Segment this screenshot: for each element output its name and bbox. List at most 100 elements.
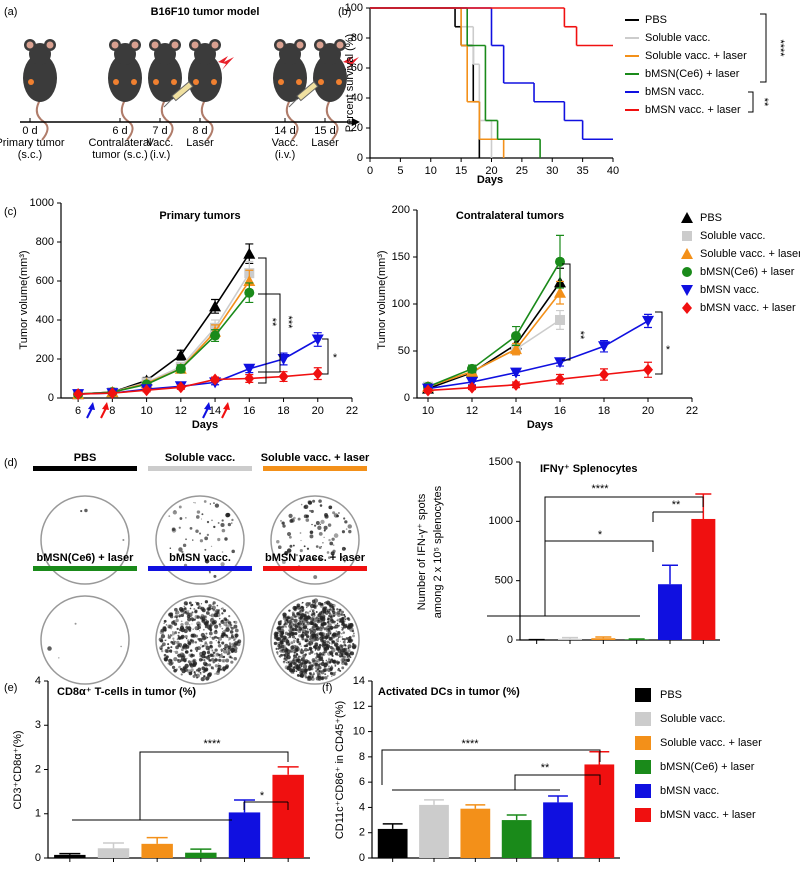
spot — [310, 617, 315, 622]
spot — [158, 637, 163, 642]
spot — [213, 525, 216, 529]
spot — [301, 606, 305, 609]
dose-arrowhead — [102, 402, 109, 410]
tumor — [296, 79, 302, 85]
spot — [219, 625, 222, 628]
spot — [301, 676, 304, 678]
timeline-arrow — [352, 118, 360, 126]
spot — [348, 638, 352, 642]
tumor — [28, 79, 34, 85]
marker — [209, 300, 222, 312]
bar — [272, 774, 304, 858]
spot — [332, 544, 335, 546]
spot — [304, 674, 307, 678]
spot — [299, 549, 303, 553]
significance-bracket — [760, 13, 767, 83]
y-tick-label: 200 — [392, 204, 410, 216]
spot — [298, 619, 300, 621]
spot — [215, 640, 217, 642]
spot — [291, 631, 296, 636]
spot — [205, 655, 211, 660]
spot — [176, 638, 179, 640]
spot — [182, 645, 185, 649]
spot — [319, 504, 323, 507]
spot — [178, 635, 182, 640]
spot — [305, 514, 309, 518]
y-tick-label: 1000 — [30, 197, 54, 209]
spot — [221, 656, 223, 658]
y-tick-label: 2 — [35, 763, 41, 775]
significance-bracket — [545, 540, 654, 552]
spot — [297, 655, 301, 658]
spot — [297, 625, 301, 629]
y-tick-label: 10 — [353, 725, 365, 737]
y-tick-label: 40 — [351, 92, 363, 104]
significance: **** — [774, 39, 786, 57]
marker — [73, 388, 84, 401]
spot — [208, 663, 212, 667]
spot — [217, 664, 222, 669]
well — [40, 495, 130, 585]
spot — [209, 605, 211, 608]
spot — [217, 663, 220, 665]
spot — [336, 619, 338, 622]
spot — [165, 639, 167, 641]
spot — [220, 608, 223, 610]
spot — [333, 642, 339, 647]
spot — [226, 636, 229, 639]
x-tick-label: 35 — [577, 165, 589, 177]
y-tick-label: 100 — [345, 2, 363, 14]
spot — [225, 634, 228, 637]
spot — [226, 653, 229, 656]
spot — [329, 671, 333, 675]
spot — [335, 647, 340, 652]
spot — [315, 545, 319, 548]
spot — [220, 650, 223, 653]
spot — [164, 626, 167, 629]
spot — [305, 606, 308, 609]
spot — [228, 615, 231, 618]
spot — [178, 554, 181, 557]
spot — [341, 628, 344, 631]
spot — [328, 538, 331, 542]
spot — [283, 657, 286, 661]
spot — [199, 651, 204, 656]
spot — [321, 659, 324, 662]
spot — [277, 647, 280, 650]
spot — [318, 675, 322, 679]
legend-label: PBS — [700, 212, 722, 224]
significance: ** — [574, 331, 586, 340]
spot — [319, 618, 322, 621]
spot — [173, 668, 177, 673]
spot — [288, 643, 291, 645]
mouse-body — [23, 54, 57, 102]
spot — [211, 636, 215, 640]
spot — [286, 661, 289, 664]
spot — [350, 651, 355, 656]
laser-icon — [218, 56, 234, 70]
spot — [298, 642, 302, 646]
spot — [284, 620, 287, 623]
spot — [316, 626, 320, 630]
spot — [313, 671, 315, 674]
y-tick-label: 12 — [353, 700, 365, 712]
spot — [181, 659, 184, 662]
spot — [227, 522, 232, 527]
spot — [201, 638, 203, 640]
spot — [178, 665, 181, 669]
spot — [327, 651, 332, 656]
spot — [286, 655, 291, 660]
spot — [289, 662, 292, 665]
series-line — [427, 369, 649, 392]
spot — [304, 638, 309, 643]
mouse-ear-inner — [111, 41, 119, 49]
legend-label: bMSN(Ce6) + laser — [700, 266, 795, 278]
spot — [310, 613, 314, 617]
spot — [307, 666, 312, 671]
spot — [217, 644, 222, 648]
spot — [318, 546, 322, 549]
spot — [299, 606, 305, 612]
spot — [322, 653, 324, 656]
spot — [217, 522, 220, 524]
spot — [334, 663, 336, 666]
